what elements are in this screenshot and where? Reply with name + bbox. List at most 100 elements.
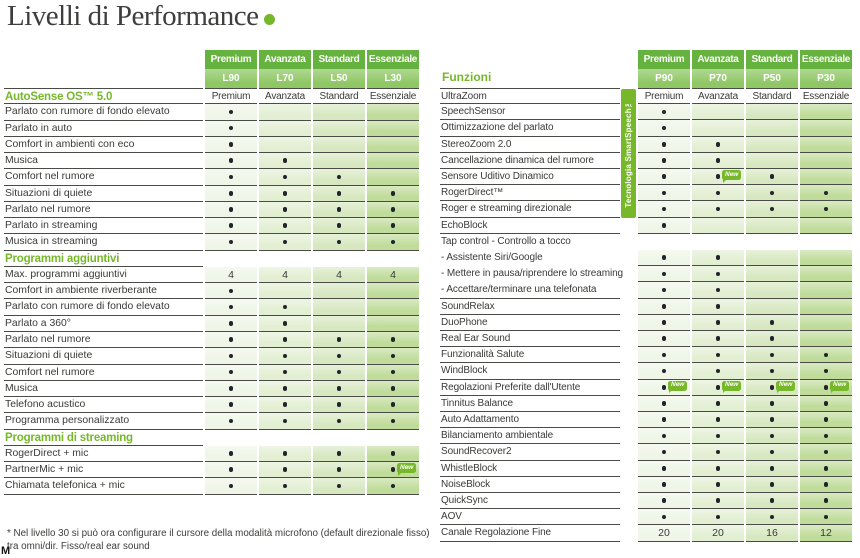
feature-cell — [205, 136, 257, 154]
empty-cell — [313, 430, 365, 446]
feature-cell — [259, 478, 311, 495]
feature-cell — [259, 153, 311, 170]
row-label: Auto Adattamento — [440, 412, 620, 429]
smartspeech-technology-label: Tecnologia SmartSpeech™ — [624, 99, 633, 208]
empty-cell — [313, 251, 365, 267]
availability-dot-icon — [661, 222, 667, 228]
availability-dot-icon — [336, 369, 342, 375]
availability-dot-icon — [228, 386, 234, 391]
availability-dot-icon — [661, 433, 667, 439]
availability-dot-icon — [282, 207, 288, 212]
table-row: Parlato in streaming — [4, 218, 419, 235]
feature-cell — [638, 298, 690, 315]
table-row: - Assistente Siri/Google — [440, 250, 852, 267]
availability-dot-icon — [336, 223, 342, 229]
feature-cell — [205, 185, 257, 202]
feature-cell — [692, 104, 744, 121]
feature-cell — [638, 266, 690, 283]
feature-cell: 4 — [367, 266, 419, 284]
feature-cell — [638, 314, 690, 332]
table-row: UltraZoom Premium Avanzata Standard Essenzia… — [440, 88, 852, 105]
feature-cell — [259, 348, 311, 365]
availability-dot-icon — [715, 336, 721, 341]
availability-dot-icon — [715, 190, 721, 196]
feature-cell — [638, 476, 690, 494]
feature-cell — [638, 185, 690, 202]
feature-cell — [692, 217, 744, 234]
table-row: Auto Adattamento — [440, 412, 852, 429]
row-label: Musica — [4, 381, 203, 398]
feature-cell — [692, 331, 744, 348]
availability-dot-icon — [282, 190, 288, 196]
availability-dot-icon — [390, 223, 396, 229]
availability-dot-icon — [769, 368, 775, 374]
row-label: RogerDirect + mic — [4, 446, 203, 463]
availability-dot-icon — [661, 336, 667, 341]
availability-dot-icon — [823, 498, 829, 503]
table-row: Bilanciamento ambientale — [440, 428, 852, 445]
availability-dot-icon — [282, 304, 288, 310]
feature-cell — [367, 299, 419, 316]
availability-dot-icon — [715, 287, 721, 293]
feature-cell — [746, 266, 798, 283]
feature-cell — [367, 153, 419, 170]
feature-cell — [259, 331, 311, 349]
column-level-code: L90 — [205, 69, 257, 88]
feature-cell — [367, 283, 419, 300]
feature-cell — [367, 218, 419, 235]
feature-cell — [313, 153, 365, 170]
availability-dot-icon — [661, 174, 667, 179]
availability-dot-icon — [282, 353, 288, 359]
availability-dot-icon — [715, 417, 721, 422]
availability-dot-icon — [715, 255, 721, 260]
feature-cell — [313, 104, 365, 121]
feature-cell — [746, 476, 798, 494]
feature-cell — [746, 493, 798, 510]
feature-cell — [800, 120, 852, 137]
availability-dot-icon — [715, 498, 721, 503]
footnote: * Nel livello 30 si può ora configurare … — [7, 527, 467, 553]
availability-dot-icon — [336, 467, 342, 473]
column-spacer — [620, 250, 636, 266]
row-label: Canale Regolazione Fine — [440, 525, 620, 542]
availability-dot-icon — [282, 321, 288, 326]
table-row: Real Ear Sound — [440, 331, 852, 348]
column-header-p70: Avanzata P70 — [692, 50, 744, 88]
feature-cell — [638, 412, 690, 429]
column-header-l50: Standard L50 — [313, 50, 365, 88]
table-row: Programmi di streaming — [4, 430, 419, 446]
availability-dot-icon — [661, 158, 667, 163]
availability-dot-icon — [823, 449, 829, 455]
feature-cell — [259, 299, 311, 316]
feature-cell — [800, 331, 852, 348]
table-row: Tap control - Controllo a tocco — [440, 234, 852, 250]
table-row: Parlato con rumore di fondo elevato — [4, 299, 419, 316]
table-row: SoundRecover2 — [440, 444, 852, 461]
availability-dot-icon — [661, 141, 667, 147]
availability-dot-icon — [769, 401, 775, 406]
feature-cell — [259, 397, 311, 414]
feature-cell — [205, 364, 257, 381]
feature-cell — [638, 250, 690, 267]
table-row: RogerDirect + mic — [4, 445, 419, 463]
table-row: WindBlock — [440, 363, 852, 380]
availability-dot-icon — [823, 433, 829, 439]
empty-cell — [800, 234, 852, 250]
feature-cell — [367, 136, 419, 154]
feature-cell — [746, 363, 798, 380]
availability-dot-icon — [228, 239, 234, 245]
feature-cell — [205, 315, 257, 332]
feature-cell — [313, 218, 365, 235]
feature-cell — [367, 331, 419, 349]
availability-dot-icon — [282, 337, 288, 342]
feature-cell — [638, 444, 690, 461]
column-level-code: L70 — [259, 69, 311, 88]
feature-cell — [800, 460, 852, 477]
feature-cell: 20 — [638, 525, 690, 542]
row-label: Parlato a 360° — [4, 316, 203, 332]
feature-cell — [259, 462, 311, 479]
availability-dot-icon — [769, 320, 775, 325]
column-header-l30: Essenziale L30 — [367, 50, 419, 88]
availability-dot-icon — [769, 384, 775, 390]
availability-dot-icon — [715, 482, 721, 487]
